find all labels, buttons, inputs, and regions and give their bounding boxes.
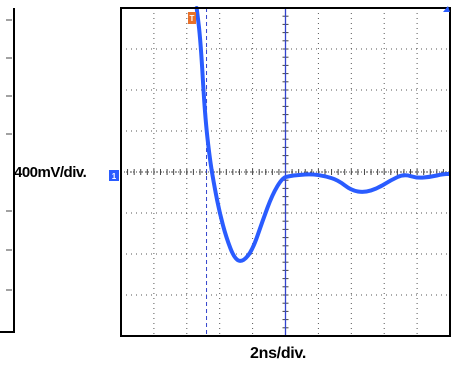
channel-marker-label: 1 [112,172,117,181]
left-panel-fragment [0,8,15,333]
y-axis-scale-label: 400mV/div. [14,164,87,181]
trigger-marker-label: T [190,14,195,23]
trigger-marker: T [188,12,196,24]
waveform-series-line [194,6,451,263]
offset-arrow-icon [443,6,450,12]
x-axis-scale-label: 2ns/div. [250,345,306,362]
plot-frame [120,7,451,337]
cursor-lines [206,8,287,336]
waveform-trace [194,6,451,263]
channel-marker: 1 [109,170,119,181]
